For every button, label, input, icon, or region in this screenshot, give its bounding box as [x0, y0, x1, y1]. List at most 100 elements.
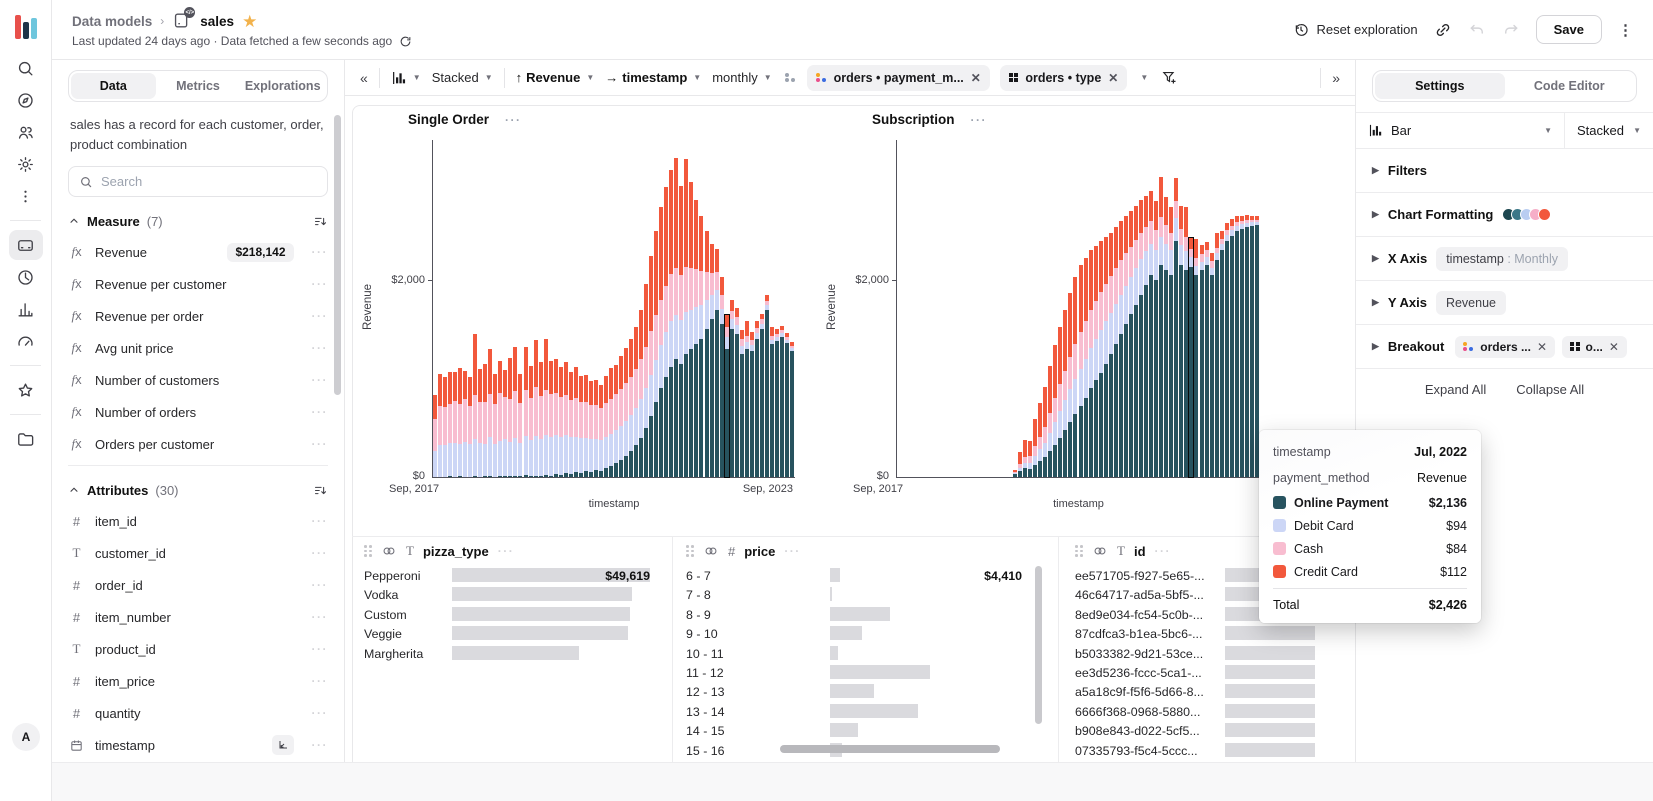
breakout-pill[interactable]: orders • payment_m... ✕: [806, 64, 990, 91]
stacked-bar[interactable]: [1098, 240, 1103, 477]
stacked-bar[interactable]: [1068, 292, 1073, 477]
table-row-label[interactable]: 8 - 9: [686, 607, 711, 622]
stacked-bar[interactable]: [468, 376, 473, 477]
viz-type-dropdown[interactable]: Bar ▼: [1356, 113, 1565, 148]
breakout-pill[interactable]: orders • type ✕: [999, 64, 1128, 91]
stacked-bar[interactable]: [1214, 232, 1219, 477]
stacked-bar[interactable]: [1088, 250, 1093, 477]
table-row-label[interactable]: 6 - 7: [686, 569, 711, 583]
stacked-bar[interactable]: [523, 347, 528, 477]
x-axis-pill[interactable]: timestamp : Monthly: [1436, 246, 1569, 271]
stacked-bar[interactable]: [443, 376, 448, 477]
row-more-icon[interactable]: ···: [311, 706, 328, 720]
table-row-label[interactable]: Pepperoni: [364, 569, 421, 583]
stacked-bar[interactable]: [448, 371, 453, 477]
stacked-bar[interactable]: [704, 230, 709, 477]
stacked-bar[interactable]: [774, 328, 779, 477]
stacked-bar[interactable]: [779, 325, 784, 477]
row-more-icon[interactable]: ···: [311, 373, 328, 387]
stacked-bar[interactable]: [1184, 207, 1189, 477]
stacked-bar[interactable]: [1073, 277, 1078, 477]
stacked-bar[interactable]: [714, 248, 719, 477]
stacked-bar[interactable]: [1103, 236, 1108, 477]
stacked-bar[interactable]: [634, 327, 639, 477]
stacked-bar[interactable]: [473, 334, 478, 477]
row-more-icon[interactable]: ···: [311, 610, 328, 624]
stacked-bar[interactable]: [458, 367, 463, 477]
stacked-bar[interactable]: [508, 357, 513, 477]
gear-icon[interactable]: [9, 149, 43, 179]
table-row-label[interactable]: Vodka: [364, 588, 399, 603]
stacked-bar[interactable]: [1149, 191, 1154, 477]
stacked-bar[interactable]: [734, 307, 739, 477]
stacked-bar[interactable]: [1224, 222, 1229, 477]
stacked-bar[interactable]: [674, 157, 679, 477]
query-clock-icon[interactable]: [9, 262, 43, 292]
measure-row[interactable]: f x Revenue per customer ···: [68, 268, 328, 300]
stacked-bar[interactable]: [593, 379, 598, 477]
stacked-bar[interactable]: [784, 332, 789, 477]
table-row-label[interactable]: 8ed9e034-fc54-5c0b-...: [1075, 607, 1204, 622]
stacked-bar[interactable]: [588, 381, 593, 477]
remove-pill-icon[interactable]: ✕: [1536, 339, 1548, 354]
breakout-more-dropdown[interactable]: ▼: [1140, 73, 1149, 82]
row-more-icon[interactable]: ···: [311, 405, 328, 419]
stacked-bar[interactable]: [478, 368, 483, 477]
add-filter-icon[interactable]: [1161, 69, 1178, 86]
stacked-bar[interactable]: [1179, 206, 1184, 477]
row-more-icon[interactable]: ···: [311, 578, 328, 592]
row-more-icon[interactable]: ···: [311, 245, 328, 259]
table-row-label[interactable]: 11 - 12: [686, 666, 724, 680]
table-row-label[interactable]: 14 - 15: [686, 724, 725, 739]
stacked-bar[interactable]: [699, 216, 704, 477]
users-icon[interactable]: [9, 117, 43, 147]
table-row-label[interactable]: Custom: [364, 607, 407, 622]
stacked-bar[interactable]: [1063, 309, 1068, 477]
column-more-icon[interactable]: ···: [497, 544, 515, 558]
stacked-bar[interactable]: [433, 395, 437, 477]
drag-handle-icon[interactable]: [1075, 545, 1083, 557]
stack-mode-select[interactable]: Stacked ▼: [1577, 123, 1641, 138]
stacked-bar[interactable]: [1053, 345, 1058, 477]
stacked-bar[interactable]: [664, 187, 669, 477]
stacked-bar[interactable]: [563, 361, 568, 477]
table-row-label[interactable]: Margherita: [364, 646, 424, 661]
measure-row[interactable]: f x Revenue $218,142 ···: [68, 236, 328, 268]
section-header-attributes[interactable]: Attributes (30): [68, 475, 328, 505]
stacked-bar[interactable]: [568, 372, 573, 477]
table-row-label[interactable]: Veggie: [364, 627, 402, 642]
drag-handle-icon[interactable]: [364, 545, 372, 557]
expand-all-link[interactable]: Expand All: [1424, 382, 1487, 397]
stacked-bar[interactable]: [1229, 219, 1234, 477]
stacked-bar[interactable]: [493, 373, 498, 477]
gauge-icon[interactable]: [9, 326, 43, 356]
stacked-bar[interactable]: [1199, 244, 1204, 477]
stacked-bar[interactable]: [558, 367, 563, 477]
stacked-bar[interactable]: [1244, 215, 1249, 477]
table-row-label[interactable]: 6666f368-0968-5880...: [1075, 704, 1201, 719]
row-more-icon[interactable]: ···: [311, 642, 328, 656]
horizontal-scrollbar[interactable]: [780, 745, 1000, 753]
remove-pill-icon[interactable]: ✕: [1108, 70, 1119, 85]
column-more-icon[interactable]: ···: [1154, 544, 1172, 558]
table-row-label[interactable]: b5033382-9d21-53ce...: [1075, 646, 1204, 661]
stacked-bar[interactable]: [1043, 387, 1048, 477]
refresh-icon[interactable]: [399, 35, 412, 48]
model-card-icon[interactable]: [8, 230, 43, 260]
breakout-pill[interactable]: o... ✕: [1562, 335, 1627, 358]
stacked-bar[interactable]: [583, 374, 588, 477]
table-row-label[interactable]: 7 - 8: [686, 588, 711, 603]
breadcrumb-data-models[interactable]: Data models: [72, 13, 153, 29]
stacked-bar[interactable]: [513, 347, 518, 477]
remove-pill-icon[interactable]: ✕: [970, 70, 981, 85]
stacked-bar[interactable]: [654, 230, 659, 477]
stacked-bar[interactable]: [1058, 327, 1063, 477]
chart-more-icon[interactable]: ···: [970, 113, 988, 127]
search-input[interactable]: [101, 174, 317, 189]
stacked-bar[interactable]: [764, 295, 769, 477]
stacked-bar[interactable]: [1239, 216, 1244, 477]
measure-row[interactable]: f x Avg unit price ···: [68, 332, 328, 364]
stack-mode-dropdown[interactable]: Stacked ▼: [431, 70, 493, 85]
stacked-bar[interactable]: [1249, 215, 1254, 477]
stacked-bar[interactable]: [553, 358, 558, 477]
